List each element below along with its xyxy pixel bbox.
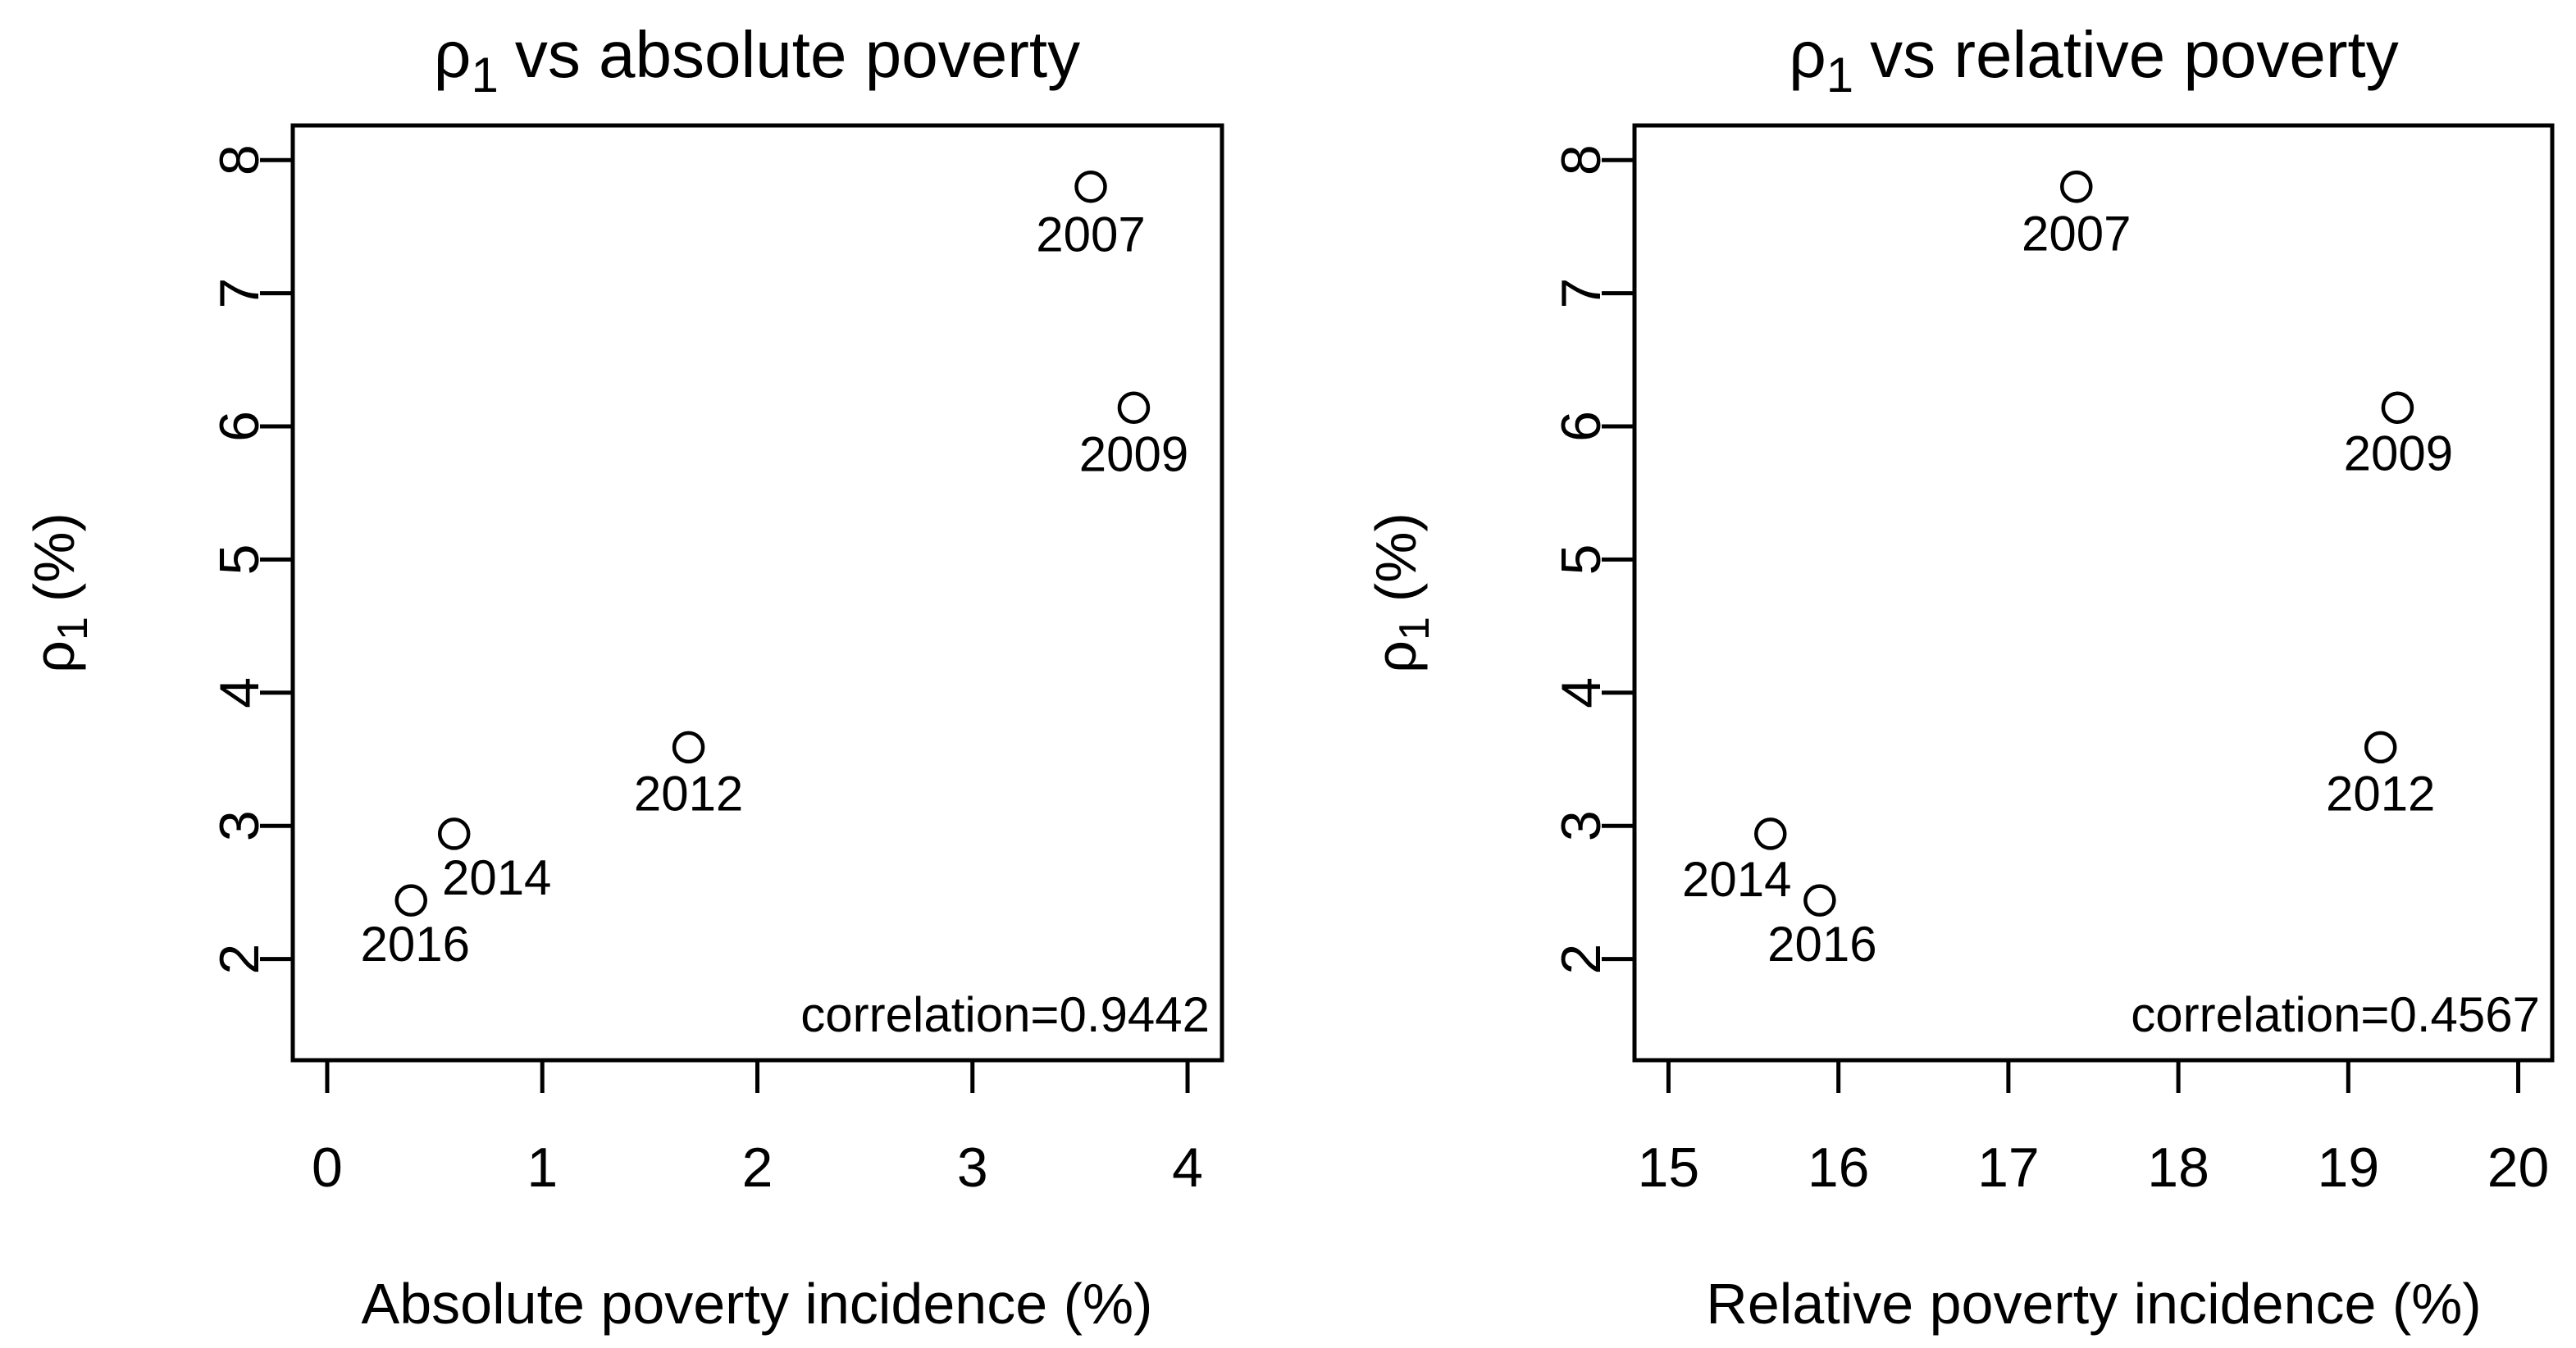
x-tick-label: 4: [1172, 1136, 1203, 1199]
y-tick-label: 7: [208, 278, 271, 309]
y-tick-label: 2: [208, 944, 271, 975]
data-points: 2007 2009 2012 2014 2016: [361, 170, 1188, 972]
x-tick-label: 20: [2487, 1136, 2550, 1199]
data-point-label: 2009: [1079, 426, 1188, 481]
y-tick-label: 2: [1550, 944, 1612, 975]
data-point-label: 2012: [634, 766, 743, 821]
panel-title: ρ1 vs absolute poverty: [434, 18, 1080, 102]
data-point-label: 2007: [2022, 207, 2131, 262]
y-tick-label: 8: [208, 144, 271, 175]
x-axis: 0 1 2 3 4: [312, 1060, 1203, 1199]
data-point: [1117, 391, 1151, 425]
x-tick-label: 2: [742, 1136, 773, 1199]
data-point: [1754, 817, 1787, 850]
x-tick-label: 17: [1977, 1136, 2040, 1199]
data-point: [1074, 170, 1107, 203]
data-point: [1803, 884, 1836, 917]
data-point-label: 2012: [2326, 766, 2435, 821]
plot-box: [1632, 123, 2555, 1063]
data-point-label: 2007: [1036, 207, 1145, 262]
x-tick-label: 16: [1808, 1136, 1870, 1199]
panel-title: ρ1 vs relative poverty: [1789, 18, 2399, 102]
data-point: [2364, 731, 2397, 764]
y-tick-label: 6: [1550, 411, 1612, 442]
data-point-label: 2016: [361, 917, 470, 972]
y-axis: 2 3 4 5 6 7 8: [208, 144, 293, 974]
data-point-label: 2014: [1682, 852, 1791, 907]
y-tick-label: 3: [208, 810, 271, 841]
data-points: 2007 2009 2012 2014 2016: [1682, 170, 2453, 972]
y-axis-label: ρ1(%): [22, 512, 97, 673]
data-point-label: 2014: [442, 850, 551, 905]
y-tick-label: 5: [208, 544, 271, 575]
data-point: [437, 817, 471, 850]
x-axis-label: Relative poverty incidence (%): [1706, 1272, 2481, 1336]
x-tick-label: 1: [527, 1136, 558, 1199]
x-tick-label: 3: [957, 1136, 988, 1199]
data-point: [672, 731, 705, 764]
data-point: [2381, 391, 2414, 425]
x-tick-label: 0: [312, 1136, 343, 1199]
panel-left: 0 1 2 3 4 2 3 4 5 6 7 8 2007 2009 2012 2014 2016 ρ1 vs …: [22, 18, 1224, 1336]
panel-right: 15 16 17 18 19 20 2 3 4 5 6 7 8 2007 2009 2012 2014 201…: [1364, 18, 2555, 1336]
x-tick-label: 19: [2318, 1136, 2380, 1199]
y-tick-label: 4: [1550, 677, 1612, 708]
y-tick-label: 6: [208, 411, 271, 442]
y-axis-label: ρ1(%): [1364, 512, 1438, 673]
y-tick-label: 5: [1550, 544, 1612, 575]
x-tick-label: 15: [1638, 1136, 1700, 1199]
y-tick-label: 7: [1550, 278, 1612, 309]
y-tick-label: 4: [208, 677, 271, 708]
data-point-label: 2016: [1767, 917, 1876, 972]
correlation-annotation: correlation=0.9442: [800, 987, 1210, 1042]
data-point: [394, 884, 427, 917]
x-tick-label: 18: [2147, 1136, 2209, 1199]
data-point: [2060, 170, 2093, 203]
data-point-label: 2009: [2344, 426, 2453, 480]
y-axis: 2 3 4 5 6 7 8: [1550, 144, 1635, 974]
y-tick-label: 8: [1550, 144, 1612, 175]
x-axis-label: Absolute poverty incidence (%): [362, 1272, 1153, 1336]
x-axis: 15 16 17 18 19 20: [1638, 1060, 2550, 1199]
correlation-annotation: correlation=0.4567: [2131, 987, 2540, 1042]
y-tick-label: 3: [1550, 810, 1612, 841]
